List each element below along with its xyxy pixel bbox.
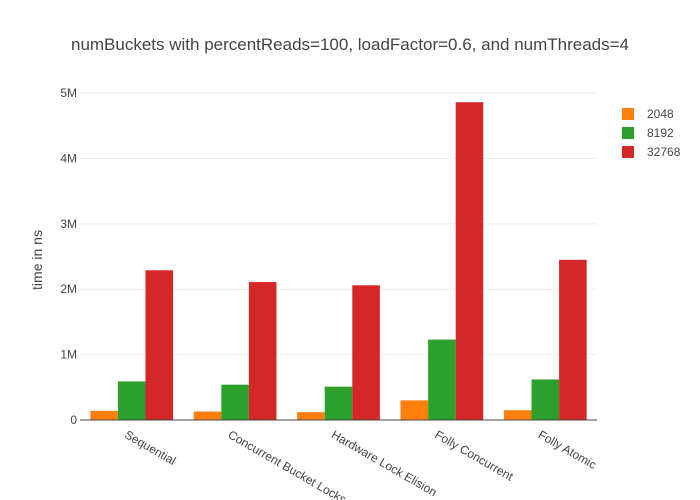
chart-title: numBuckets with percentReads=100, loadFa…: [71, 35, 629, 54]
y-axis-title: time in ns: [29, 230, 45, 290]
y-tick-labels: 0 1M 2M 3M 4M 5M: [60, 86, 77, 427]
bar[interactable]: [145, 270, 174, 420]
legend-label[interactable]: 32768: [647, 145, 681, 159]
x-tick-label: Hardware Lock Elision: [329, 427, 439, 499]
y-tick-label: 5M: [60, 86, 77, 100]
legend-label[interactable]: 2048: [647, 107, 674, 121]
bar[interactable]: [90, 410, 118, 420]
bar[interactable]: [193, 411, 222, 421]
bar[interactable]: [531, 379, 560, 420]
legend[interactable]: 2048 8192 32768: [622, 107, 681, 159]
bar[interactable]: [248, 282, 277, 420]
bars[interactable]: [90, 102, 587, 421]
y-tick-label: 3M: [60, 217, 77, 231]
bar[interactable]: [297, 412, 325, 420]
legend-swatch[interactable]: [622, 127, 634, 139]
legend-label[interactable]: 8192: [647, 126, 674, 140]
legend-swatch[interactable]: [622, 108, 634, 120]
bar[interactable]: [221, 384, 249, 420]
x-tick-labels: Sequential Concurrent Bucket LocksHardwar…: [122, 427, 599, 500]
bar[interactable]: [117, 381, 146, 420]
y-tick-label: 4M: [60, 151, 77, 165]
bar[interactable]: [428, 339, 456, 420]
y-tick-label: 1M: [60, 348, 77, 362]
y-tick-label: 2M: [60, 282, 77, 296]
bar[interactable]: [352, 285, 380, 420]
bar[interactable]: [324, 386, 353, 420]
y-tick-label: 0: [70, 413, 77, 427]
bar[interactable]: [400, 400, 429, 420]
bar[interactable]: [455, 102, 484, 420]
x-tick-label: Folly Atomic: [536, 427, 599, 471]
x-tick-label: Sequential: [122, 427, 178, 467]
bar[interactable]: [559, 259, 587, 420]
bar[interactable]: [503, 410, 532, 420]
legend-swatch[interactable]: [622, 146, 634, 158]
x-tick-label: Folly Concurrent: [432, 427, 516, 483]
